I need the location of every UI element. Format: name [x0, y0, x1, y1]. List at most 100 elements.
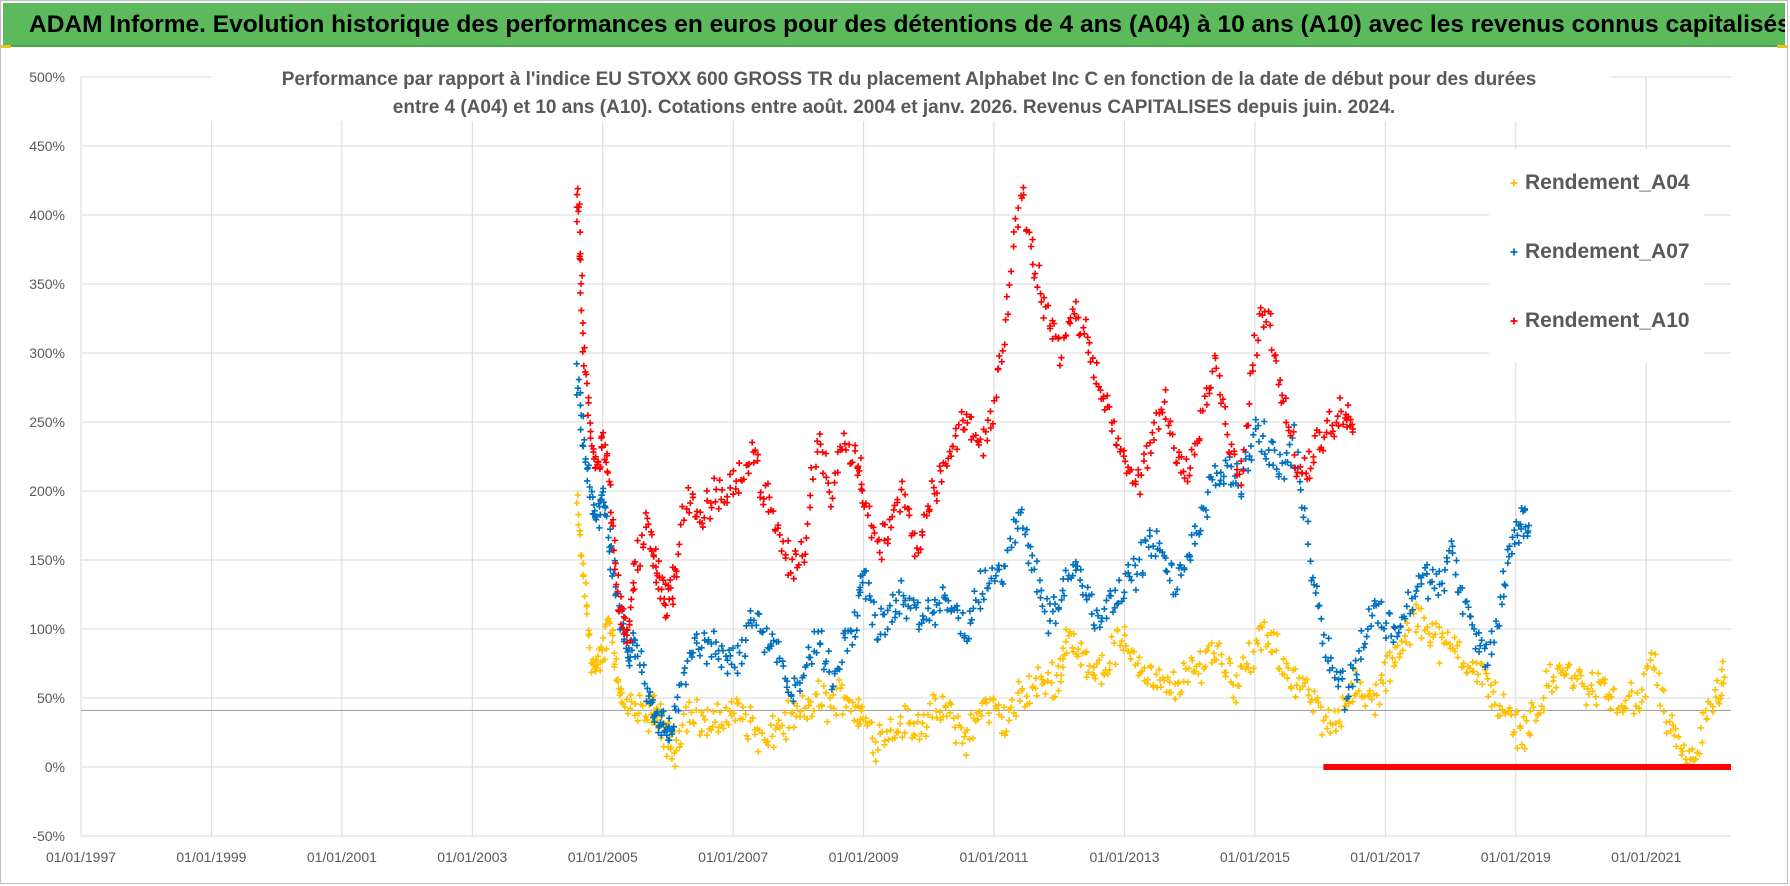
rendement-a04-point — [1136, 654, 1143, 661]
rendement-a07-point — [681, 664, 688, 672]
rendement-a07-point — [888, 618, 896, 626]
rendement-a04-point — [1372, 681, 1380, 688]
rendement-a07-point — [836, 666, 843, 673]
rendement-a04-point — [1196, 660, 1203, 668]
rendement-a07-point — [666, 736, 673, 744]
rendement-a04-point — [869, 735, 876, 742]
rendement-a04-point — [1299, 675, 1307, 682]
rendement-a07-point — [853, 627, 860, 634]
legend-background — [1489, 149, 1704, 363]
rendement-a10-point — [854, 472, 861, 479]
rendement-a10-point — [984, 437, 991, 444]
rendement-a10-point — [961, 426, 968, 433]
rendement-a07-point — [783, 684, 791, 691]
rendement-a07-point — [1345, 693, 1352, 700]
rendement-a04-point — [1281, 671, 1288, 678]
rendement-a10-point — [1044, 302, 1052, 309]
rendement-a07-point — [675, 707, 682, 714]
rendement-a07-point — [1294, 448, 1302, 456]
rendement-a10-point — [598, 433, 605, 440]
rendement-a07-point — [859, 579, 866, 586]
rendement-a10-point — [631, 558, 639, 566]
rendement-a10-point — [1170, 444, 1178, 452]
rendement-a04-point — [849, 699, 857, 706]
rendement-a04-point — [1155, 666, 1163, 673]
rendement-a10-point — [1066, 320, 1074, 327]
rendement-a07-point — [1428, 578, 1436, 585]
rendement-a10-point — [1087, 358, 1094, 366]
rendement-a10-point — [849, 459, 856, 466]
rendement-a10-point — [582, 371, 590, 378]
rendement-a07-point — [913, 604, 920, 611]
rendement-a10-point — [754, 451, 762, 458]
rendement-a04-point — [1655, 670, 1663, 677]
rendement-a10-point — [889, 513, 896, 520]
rendement-a04-point — [673, 747, 680, 754]
rendement-a10-point — [648, 547, 655, 555]
rendement-a07-point — [691, 634, 698, 642]
rendement-a10-point — [1027, 243, 1035, 250]
rendement-a10-point — [1201, 393, 1209, 400]
rendement-a07-point — [1371, 597, 1378, 605]
rendement-a04-point — [1580, 683, 1588, 690]
rendement-a10-point — [1186, 472, 1193, 479]
rendement-a07-point — [901, 597, 909, 604]
rendement-a04-point — [1245, 639, 1253, 647]
rendement-a07-point — [1037, 594, 1044, 601]
rendement-a07-point — [1211, 462, 1219, 470]
rendement-a10-point — [617, 621, 625, 628]
rendement-a04-point — [700, 712, 707, 720]
rendement-a04-point — [1439, 630, 1446, 637]
rendement-a04-point — [901, 729, 909, 737]
rendement-a04-point — [1656, 702, 1664, 709]
rendement-a10-point — [1030, 274, 1038, 281]
rendement-a10-point — [658, 586, 665, 593]
rendement-a04-point — [1420, 614, 1428, 622]
rendement-a07-point — [1476, 642, 1484, 649]
rendement-a10-point — [1336, 394, 1344, 402]
rendement-a07-point — [1041, 608, 1048, 615]
x-tick-label: 01/01/2021 — [1611, 849, 1681, 865]
rendement-a04-point — [1595, 670, 1602, 677]
rendement-a07-point — [988, 575, 995, 582]
rendement-a04-point — [966, 735, 973, 743]
rendement-a10-point — [1076, 331, 1083, 339]
rendement-a10-point — [871, 529, 878, 537]
rendement-a07-point — [1079, 582, 1086, 590]
rendement-a10-point — [1100, 393, 1107, 400]
rendement-a04-point — [939, 693, 946, 700]
rendement-a04-point — [618, 689, 626, 697]
rendement-a04-point — [635, 710, 642, 717]
rendement-a04-point — [983, 699, 990, 707]
rendement-a04-point — [1075, 645, 1082, 653]
rendement-a04-point — [1069, 644, 1076, 651]
rendement-a04-point — [1538, 702, 1545, 710]
rendement-a07-point — [1281, 475, 1288, 483]
rendement-a07-point — [870, 598, 878, 606]
rendement-a10-point — [1333, 419, 1340, 426]
rendement-a04-point — [963, 752, 970, 759]
rendement-a04-point — [911, 732, 919, 739]
rendement-a10-point — [968, 436, 975, 443]
rendement-a10-point — [577, 289, 584, 297]
rendement-a04-point — [1063, 649, 1070, 657]
rendement-a04-point — [858, 703, 866, 710]
rendement-a04-point — [709, 723, 717, 730]
rendement-a10-point — [652, 563, 660, 571]
rendement-a04-point — [1518, 741, 1526, 748]
rendement-a10-point — [905, 505, 913, 513]
rendement-a07-point — [1475, 648, 1483, 655]
rendement-a10-point — [1343, 423, 1351, 431]
rendement-a04-point — [1218, 651, 1225, 658]
rendement-a04-point — [1083, 673, 1090, 681]
rendement-a10-point — [1307, 465, 1314, 472]
rendement-a07-point — [889, 591, 896, 598]
rendement-a10-point — [757, 489, 764, 496]
rendement-a10-point — [859, 487, 866, 494]
rendement-a10-point — [1029, 261, 1036, 268]
rendement-a07-point — [693, 639, 700, 647]
rendement-a07-point — [1045, 630, 1052, 637]
rendement-a04-point — [1247, 669, 1254, 676]
rendement-a10-point — [887, 524, 895, 531]
rendement-a07-point — [689, 649, 697, 656]
